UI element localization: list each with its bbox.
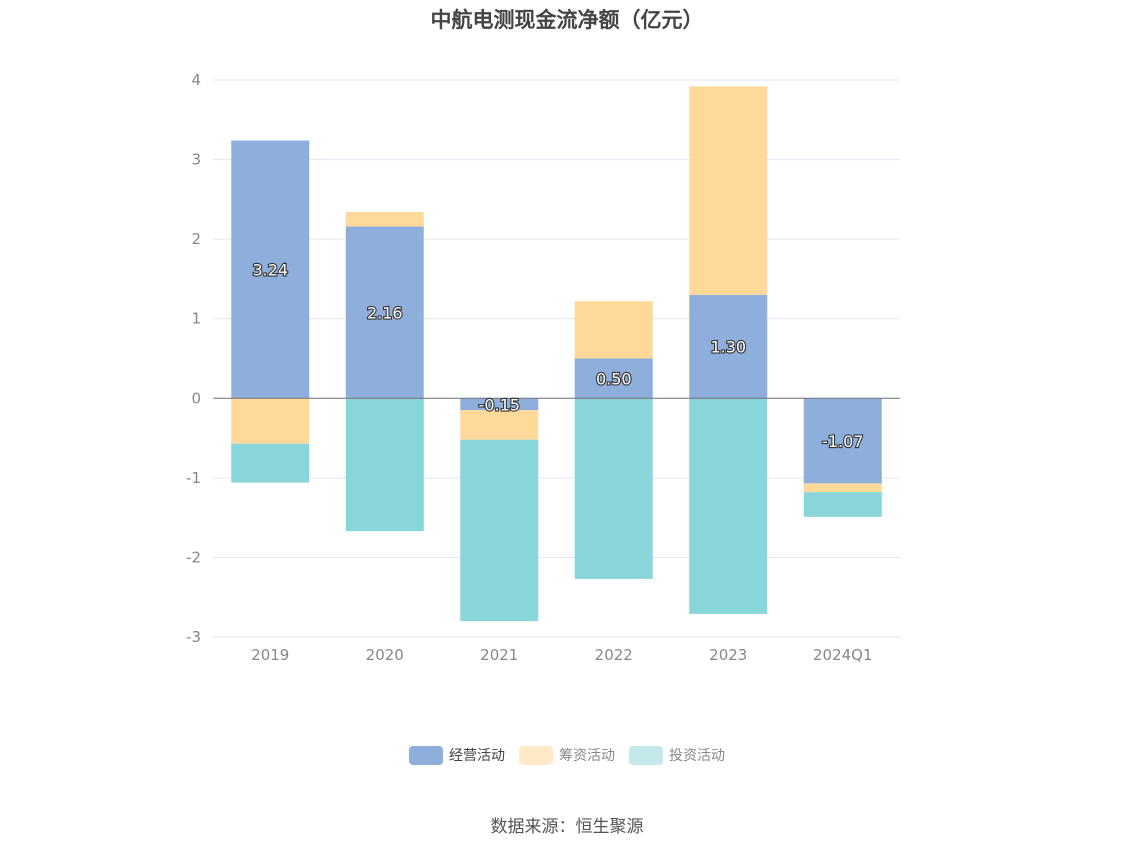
- y-tick-label: -1: [186, 469, 201, 487]
- legend-item-investing[interactable]: 投资活动: [629, 745, 725, 765]
- legend: 经营活动 筹资活动 投资活动: [0, 745, 1134, 765]
- bar-2019-series-1: [231, 398, 310, 444]
- x-tick-label: 2024Q1: [813, 646, 873, 664]
- y-tick-label: -2: [186, 548, 201, 566]
- bar-2019-series-2: [231, 443, 310, 483]
- bar-2020-series-2: [345, 398, 424, 532]
- bar-2020-series-0: [345, 226, 424, 399]
- x-tick-label: 2019: [251, 646, 289, 664]
- grid-lines: [213, 79, 900, 638]
- bar-2023-series-0: [689, 294, 768, 399]
- data-labels: 3.24 2.16 -0.15 0.50 1.30 -1.07: [251, 259, 864, 452]
- data-label: -0.15: [479, 395, 520, 414]
- data-label: -1.07: [822, 432, 863, 451]
- legend-item-financing[interactable]: 筹资活动: [519, 745, 615, 765]
- x-tick-label: 2021: [480, 646, 518, 664]
- bar-2023-series-1: [689, 86, 768, 295]
- legend-swatch-investing: [629, 745, 663, 765]
- y-tick-label: 4: [191, 71, 201, 89]
- y-tick-label: 2: [191, 230, 201, 248]
- bar-2021-series-1: [460, 410, 539, 440]
- y-tick-label: 3: [191, 151, 201, 169]
- bar-2024Q1-series-0: [803, 398, 882, 484]
- data-source: 数据来源：恒生聚源: [490, 817, 644, 837]
- y-tick-label: -3: [186, 628, 201, 646]
- bar-2022-series-0: [574, 358, 653, 399]
- bar-2022-series-1: [574, 301, 653, 359]
- axes: 4 3 2 1 0 -1 -2 -3 2019 2020 2021 2022 2023 2024Q1: [186, 71, 900, 664]
- data-label: 1.30: [710, 338, 746, 357]
- bar-2024Q1-series-1: [803, 483, 882, 493]
- data-label: 3.24: [252, 260, 288, 279]
- x-tick-label: 2020: [366, 646, 404, 664]
- legend-label-investing: 投资活动: [669, 748, 725, 764]
- bar-2020-series-1: [345, 212, 424, 227]
- legend-label-operating: 经营活动: [449, 748, 505, 764]
- bar-2023-series-2: [689, 398, 768, 614]
- x-tick-label: 2022: [595, 646, 633, 664]
- y-tick-label: 0: [191, 389, 201, 407]
- bars: [231, 86, 882, 622]
- legend-label-financing: 筹资活动: [559, 748, 615, 764]
- bar-2022-series-2: [574, 398, 653, 579]
- data-label: 2.16: [367, 303, 403, 322]
- bar-2024Q1-series-2: [803, 492, 882, 517]
- data-label: 0.50: [596, 369, 632, 388]
- x-tick-label: 2023: [709, 646, 747, 664]
- chart-title: 中航电测现金流净额（亿元）: [430, 8, 704, 32]
- legend-swatch-operating: [409, 745, 443, 765]
- bar-2021-series-0: [460, 398, 539, 411]
- legend-swatch-financing: [519, 745, 553, 765]
- bar-2021-series-2: [460, 439, 539, 622]
- y-tick-label: 1: [191, 310, 201, 328]
- legend-item-operating[interactable]: 经营活动: [409, 745, 505, 765]
- bar-2019-series-0: [231, 140, 310, 399]
